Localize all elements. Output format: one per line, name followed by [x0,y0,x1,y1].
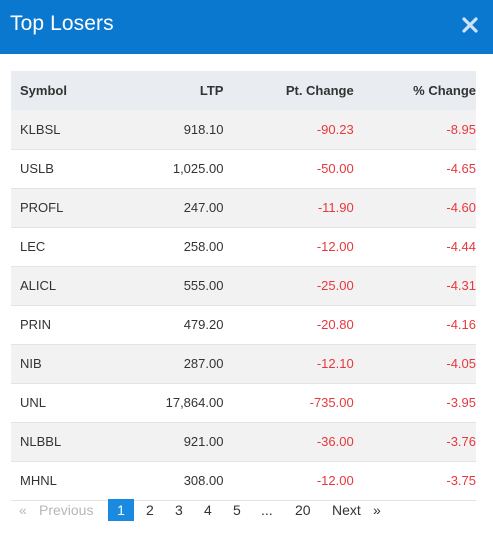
table-row[interactable]: KLBSL 918.10 -90.23 -8.95 [11,110,476,149]
pt-change-cell: -12.10 [316,356,354,371]
pt-change-cell: -90.23 [316,121,354,137]
table-row[interactable]: NLBBL 921.00 -36.00 -3.76 [11,422,476,461]
ltp-cell: 247.00 [183,200,224,215]
pct-change-cell: -4.05 [446,356,476,371]
pct-change-cell: -4.60 [446,200,476,215]
ltp-cell: 479.20 [183,317,224,332]
close-icon[interactable] [459,14,481,36]
column-header-symbol[interactable]: Symbol [20,83,67,98]
table-row[interactable]: PRIN 479.20 -20.80 -4.16 [11,305,476,344]
symbol-cell[interactable]: LEC [20,239,46,254]
losers-table: Symbol LTP Pt. Change % Change KLBSL 918.… [11,71,476,501]
table-row[interactable]: NIB 287.00 -12.10 -4.05 [11,344,476,383]
table-row[interactable]: LEC 258.00 -12.00 -4.44 [11,227,476,266]
pagination-next-button[interactable]: Next [332,502,361,518]
page-2-button[interactable]: 2 [146,502,154,518]
losers-table-container: Symbol LTP Pt. Change % Change KLBSL 918.… [11,71,476,501]
pt-change-cell: -50.00 [316,161,354,176]
pagination-next-arrow[interactable]: » [373,502,381,518]
ltp-cell: 287.00 [183,356,224,371]
ltp-cell: 308.00 [183,473,224,488]
page-1-button[interactable]: 1 [108,499,134,521]
column-header-pct-change[interactable]: % Change [413,83,476,98]
table-header-row: Symbol LTP Pt. Change % Change [11,71,476,110]
pagination-previous-button[interactable]: Previous [39,502,94,518]
pt-change-cell: -36.00 [316,434,354,449]
symbol-cell[interactable]: UNL [20,395,47,410]
pct-change-cell: -3.95 [446,395,476,410]
table-row[interactable]: ALICL 555.00 -25.00 -4.31 [11,266,476,305]
modal-title: Top Losers [10,12,114,35]
pt-change-cell: -20.80 [316,317,354,332]
table-row[interactable]: USLB 1,025.00 -50.00 -4.65 [11,149,476,188]
pct-change-cell: -4.31 [446,278,476,293]
table-row[interactable]: UNL 17,864.00 -735.00 -3.95 [11,383,476,422]
page-3-button[interactable]: 3 [175,502,183,518]
pct-change-cell: -4.44 [446,239,476,254]
symbol-cell[interactable]: PROFL [20,200,64,215]
pct-change-cell: -4.65 [446,161,476,176]
ltp-cell: 921.00 [183,434,224,449]
page-4-button[interactable]: 4 [204,502,212,518]
symbol-cell[interactable]: ALICL [20,278,57,293]
page-ellipsis: ... [261,502,273,518]
pagination-prev-arrow: « [19,502,27,518]
ltp-cell: 258.00 [183,239,224,254]
page-5-button[interactable]: 5 [233,502,241,518]
symbol-cell[interactable]: NLBBL [20,434,62,449]
page-20-button[interactable]: 20 [295,502,311,518]
table-row[interactable]: MHNL 308.00 -12.00 -3.75 [11,461,476,500]
pct-change-cell: -4.16 [446,317,476,332]
symbol-cell[interactable]: NIB [20,356,42,371]
ltp-cell: 918.10 [183,121,224,137]
symbol-cell[interactable]: MHNL [20,473,57,488]
column-header-pt-change[interactable]: Pt. Change [285,83,354,98]
ltp-cell: 1,025.00 [172,161,224,176]
symbol-cell[interactable]: PRIN [20,317,52,332]
pct-change-cell: -3.76 [446,434,476,449]
table-row[interactable]: PROFL 247.00 -11.90 -4.60 [11,188,476,227]
pt-change-cell: -12.00 [316,239,354,254]
pt-change-cell: -25.00 [316,278,354,293]
pt-change-cell: -11.90 [317,200,354,215]
modal-header: Top Losers [0,0,493,54]
column-header-ltp[interactable]: LTP [199,83,224,98]
ltp-cell: 555.00 [183,278,224,293]
pt-change-cell: -735.00 [309,395,354,410]
pct-change-cell: -3.75 [446,473,476,488]
ltp-cell: 17,864.00 [165,395,224,410]
symbol-cell[interactable]: USLB [20,161,54,176]
symbol-cell[interactable]: KLBSL [20,121,61,137]
pct-change-cell: -8.95 [446,121,476,137]
pt-change-cell: -12.00 [316,473,354,488]
